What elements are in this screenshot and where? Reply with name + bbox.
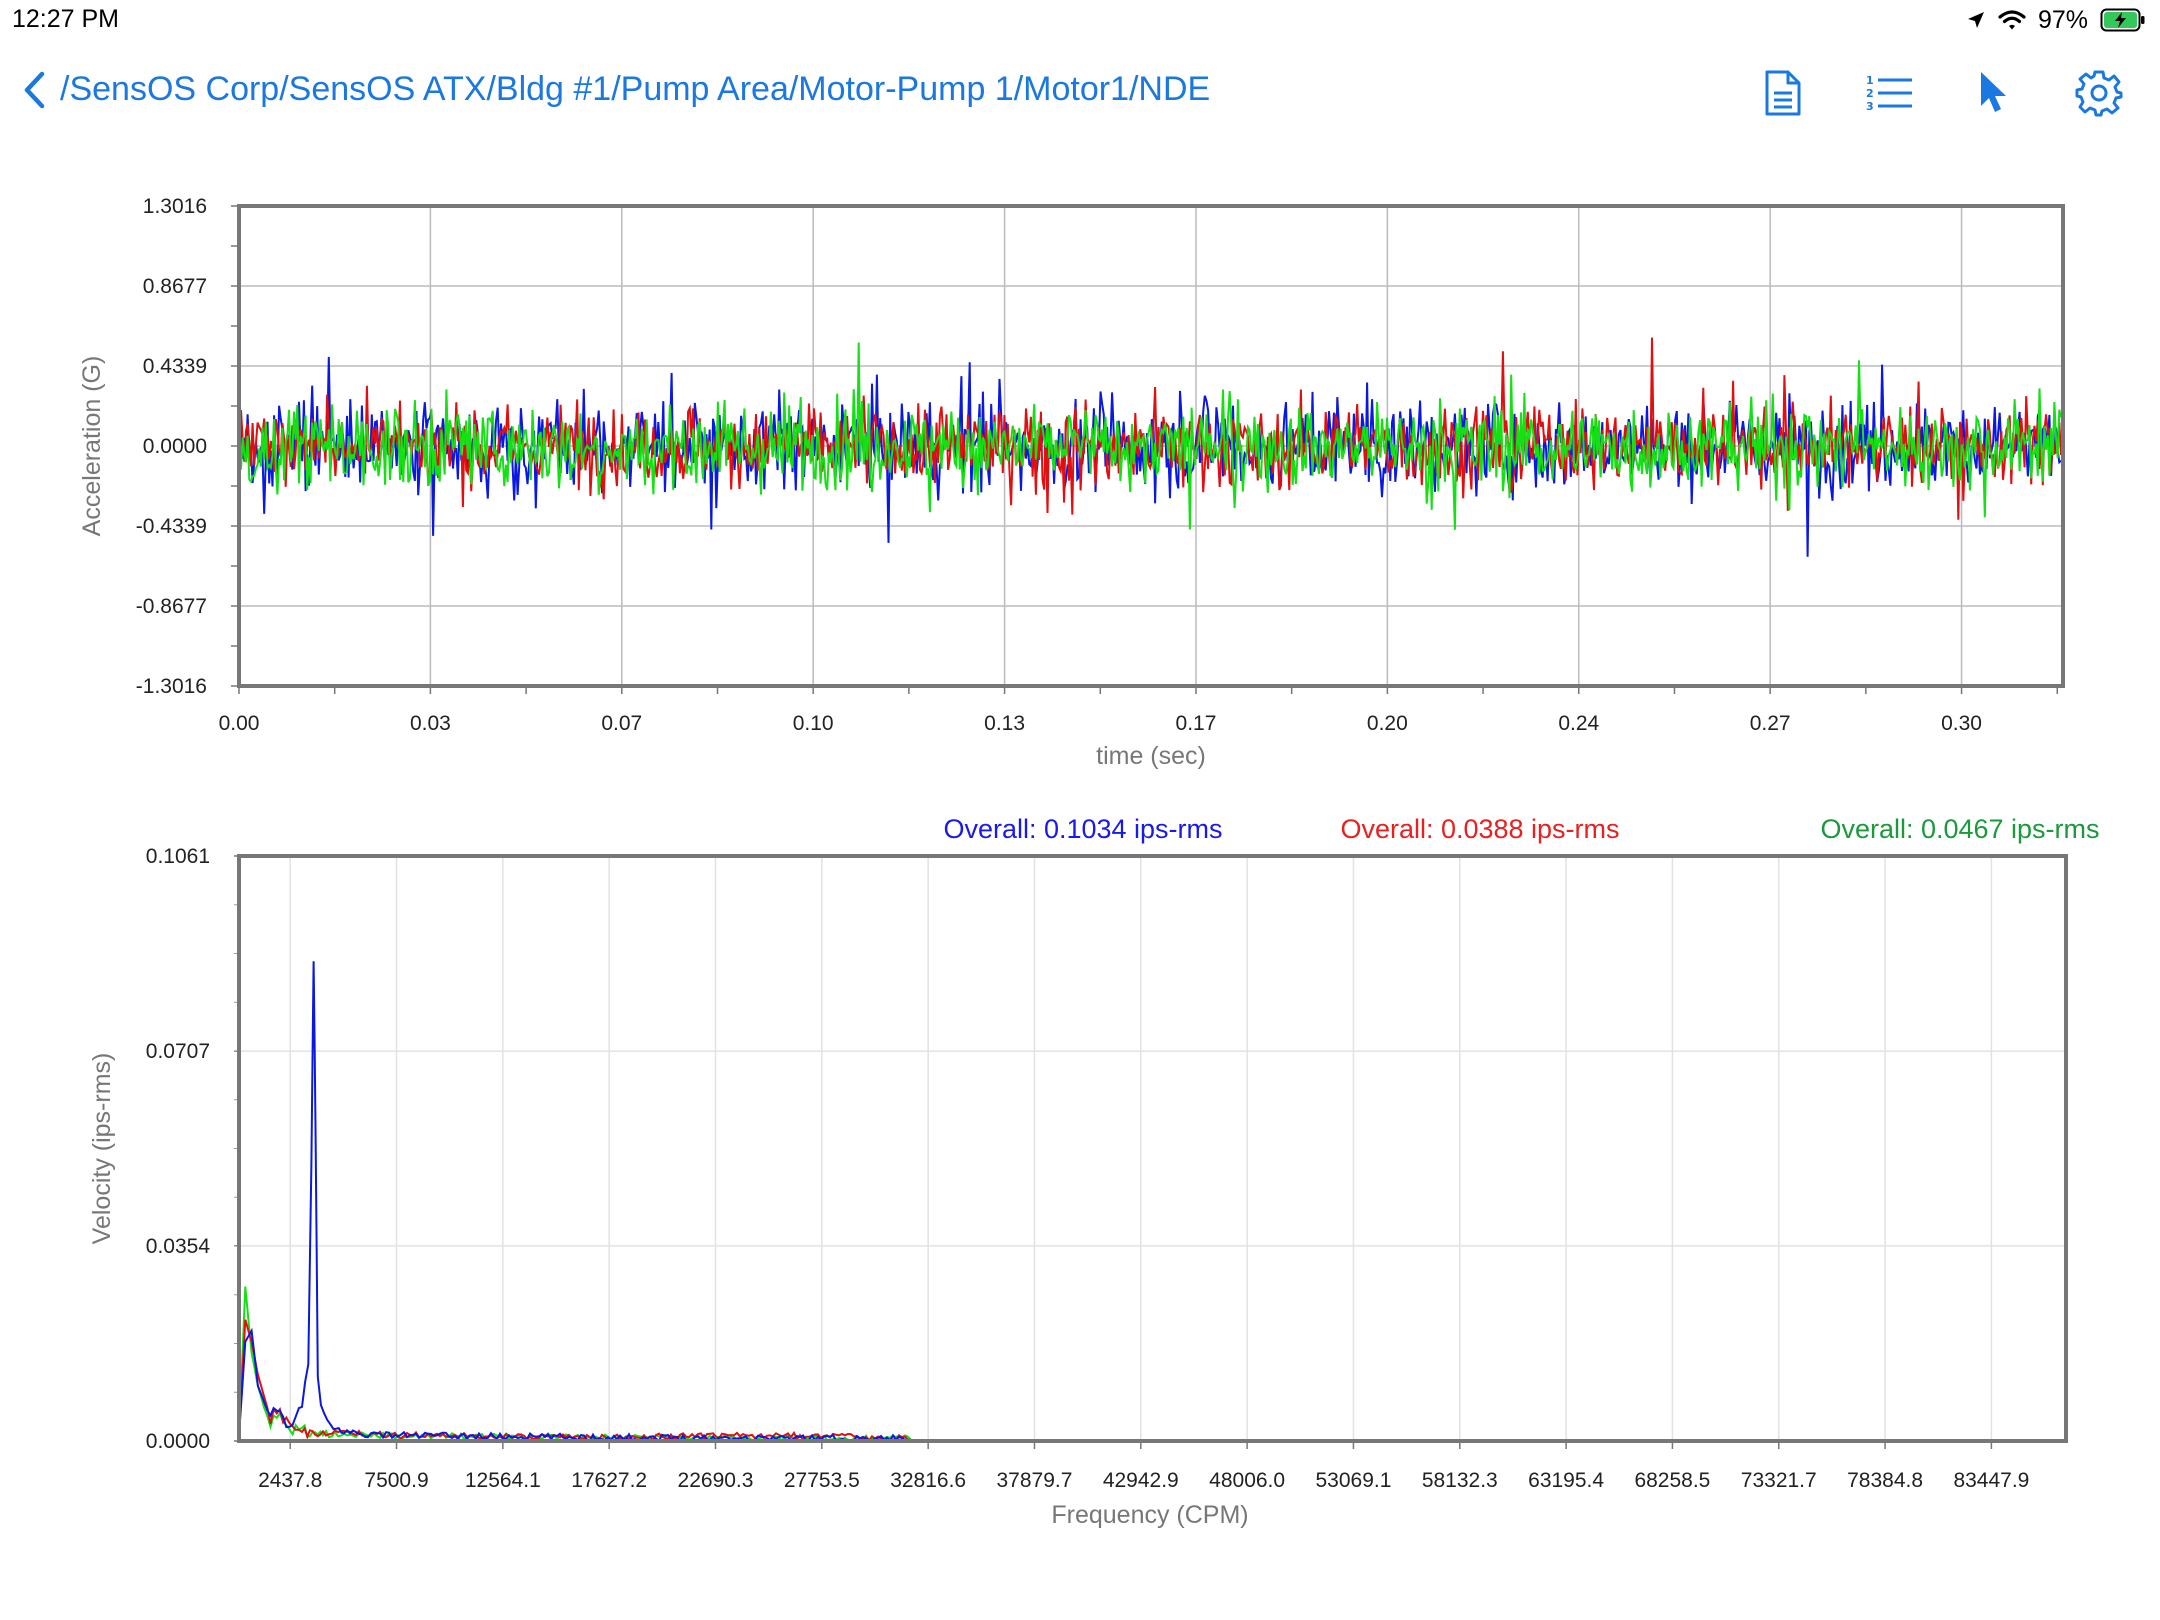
svg-text:3: 3 — [1866, 100, 1874, 113]
battery-percent: 97% — [2037, 5, 2088, 34]
y-tick-label: 0.0707 — [146, 1040, 210, 1063]
y-tick-label: 0.0000 — [146, 1430, 210, 1453]
spectrum-series-1 — [238, 961, 911, 1443]
status-indicators: 97% — [1966, 4, 2146, 36]
svg-text:2: 2 — [1866, 87, 1874, 100]
x-tick-label: 63195.4 — [1528, 1469, 1604, 1492]
gear-icon[interactable] — [2072, 66, 2126, 120]
y-tick-label: 0.1061 — [146, 845, 210, 868]
waveform-series-2 — [240, 337, 2062, 520]
x-tick-label: 83447.9 — [1953, 1469, 2029, 1492]
x-tick-label: 27753.5 — [784, 1469, 860, 1492]
x-tick-label: 53069.1 — [1315, 1469, 1391, 1492]
overall-label-3: Overall: 0.0467 ips-rms — [1820, 814, 2099, 844]
y-tick-label: -0.8677 — [136, 595, 207, 618]
x-tick-label: 0.03 — [410, 712, 451, 735]
status-time: 12:27 PM — [12, 5, 120, 33]
x-tick-label: 7500.9 — [364, 1469, 428, 1492]
x-tick-label: 48006.0 — [1209, 1469, 1285, 1492]
x-tick-label: 0.10 — [793, 712, 834, 735]
acceleration-chart-svg: 1.3016 0.8677 0.4339 0.0000 -0.4339 -0.8677 -1… — [78, 195, 2065, 770]
back-button[interactable]: /SensOS Corp/SensOS ATX/Bldg #1/Pump Are… — [22, 70, 1210, 109]
velocity-chart-svg: Overall: 0.1034 ips-rms Overall: 0.0388 i… — [88, 814, 2100, 1529]
spectrum-series-3 — [238, 1286, 912, 1443]
location-arrow-icon — [1966, 10, 1986, 30]
y-tick-label: 0.0000 — [143, 435, 207, 458]
velocity-spectrum-chart: Overall: 0.1034 ips-rms Overall: 0.0388 i… — [0, 800, 2160, 1560]
document-icon[interactable] — [1756, 66, 1810, 120]
plot-frame — [237, 204, 2065, 688]
y-tick-label: 1.3016 — [143, 195, 207, 218]
overall-label-1: Overall: 0.1034 ips-rms — [943, 814, 1222, 844]
wifi-icon — [1998, 9, 2026, 31]
x-tick-label: 0.07 — [601, 712, 642, 735]
nav-bar: /SensOS Corp/SensOS ATX/Bldg #1/Pump Are… — [0, 52, 2160, 132]
y-tick-label: -1.3016 — [136, 675, 207, 698]
x-tick-label: 73321.7 — [1741, 1469, 1817, 1492]
y-tick-label: -0.4339 — [136, 515, 207, 538]
x-tick-label: 0.00 — [219, 712, 260, 735]
x-tick-label: 17627.2 — [571, 1469, 647, 1492]
x-axis-label: Frequency (CPM) — [1051, 1501, 1248, 1529]
x-tick-label: 42942.9 — [1103, 1469, 1179, 1492]
x-axis-label: time (sec) — [1096, 742, 1206, 770]
plot-frame — [237, 854, 2068, 1443]
x-tick-label: 37879.7 — [997, 1469, 1073, 1492]
x-tick-label: 2437.8 — [258, 1469, 322, 1492]
x-tick-label: 0.13 — [984, 712, 1025, 735]
y-axis-label: Acceleration (G) — [78, 356, 106, 537]
status-bar: 12:27 PM 97% — [0, 0, 2160, 40]
battery-charging-icon — [2100, 8, 2146, 32]
svg-text:1: 1 — [1866, 74, 1874, 87]
x-tick-label: 0.24 — [1558, 712, 1599, 735]
overall-label-2: Overall: 0.0388 ips-rms — [1340, 814, 1619, 844]
x-tick-label: 22690.3 — [678, 1469, 754, 1492]
x-tick-label: 68258.5 — [1634, 1469, 1710, 1492]
y-tick-label: 0.4339 — [143, 355, 207, 378]
x-tick-label: 32816.6 — [890, 1469, 966, 1492]
back-chevron-icon[interactable] — [22, 71, 46, 109]
x-tick-label: 0.20 — [1367, 712, 1408, 735]
numbered-list-icon[interactable]: 1 2 3 — [1862, 66, 1916, 120]
x-tick-label: 78384.8 — [1847, 1469, 1923, 1492]
waveform-series-3 — [240, 342, 2062, 530]
y-axis-label: Velocity (ips-rms) — [88, 1053, 116, 1245]
x-tick-label: 0.30 — [1941, 712, 1982, 735]
spectrum-series-2 — [238, 1319, 911, 1443]
x-tick-label: 58132.3 — [1422, 1469, 1498, 1492]
x-tick-label: 0.27 — [1750, 712, 1791, 735]
x-tick-label: 0.17 — [1176, 712, 1217, 735]
pointer-icon[interactable] — [1966, 66, 2020, 120]
x-tick-label: 12564.1 — [465, 1469, 541, 1492]
y-tick-label: 0.0354 — [146, 1235, 211, 1258]
breadcrumb[interactable]: /SensOS Corp/SensOS ATX/Bldg #1/Pump Are… — [60, 70, 1211, 108]
acceleration-waveform-chart: 1.3016 0.8677 0.4339 0.0000 -0.4339 -0.8677 -1… — [0, 180, 2160, 800]
y-tick-label: 0.8677 — [143, 275, 207, 298]
